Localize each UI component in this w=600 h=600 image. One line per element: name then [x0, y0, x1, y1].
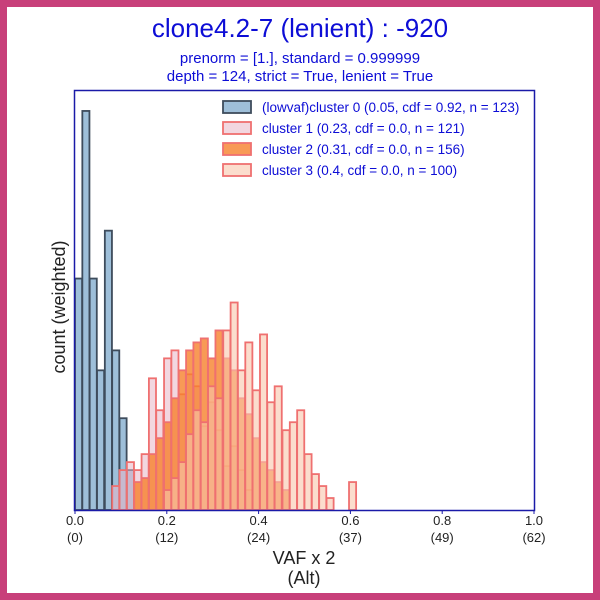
bar-series3-bin5 — [199, 421, 209, 511]
x-tick-label-2: 0.4 — [250, 513, 268, 528]
bar-series0-bin3 — [96, 369, 106, 511]
bar-series2-bin3 — [155, 437, 165, 511]
bar-series2-bin1 — [140, 477, 150, 511]
legend: (lowvaf)cluster 0 (0.05, cdf = 0.92, n =… — [222, 100, 519, 178]
bar-series3-bin21 — [318, 485, 328, 511]
chart-subtitle-line1: prenorm = [1.], standard = 0.999999 — [179, 50, 421, 67]
bar-series3-bin7 — [214, 397, 224, 511]
bar-series2-bin0 — [133, 481, 143, 511]
y-axis-title: count (weighted) — [49, 240, 69, 373]
legend-label-2: cluster 2 (0.31, cdf = 0.0, n = 156) — [262, 142, 465, 157]
x-tick-alt-label-4: (49) — [431, 530, 454, 545]
bar-series3-bin12 — [251, 389, 261, 511]
bar-series1-bin1 — [118, 469, 128, 511]
x-tick-label-0: 0.0 — [66, 513, 84, 528]
bar-series3-bin20 — [310, 473, 320, 511]
histogram-chart: 0.0 (0) 0.2 (12) 0.4 (24) 0.6 (37) 0.8 (49) 1.0 (62… — [49, 89, 546, 588]
bar-series3-bin13 — [259, 333, 268, 511]
legend-label-3: cluster 3 (0.4, cdf = 0.0, n = 100) — [262, 163, 457, 178]
bar-series2-bin2 — [147, 453, 157, 511]
x-tick-alt-label-0: (0) — [67, 530, 83, 545]
bar-series3-bin9 — [229, 301, 239, 511]
bar-series3-bin18 — [296, 409, 306, 511]
bar-series0-bin2 — [88, 277, 98, 511]
bar-series3-bin11 — [244, 341, 254, 511]
x-tick-label-4: 0.8 — [433, 513, 451, 528]
legend-swatch-0 — [222, 100, 252, 114]
bar-series3-bin23 — [348, 481, 358, 511]
bar-series0-bin1 — [81, 110, 91, 511]
bar-series3-bin3 — [185, 433, 195, 511]
x-tick-alt-label-5: (62) — [522, 530, 545, 545]
chart-subtitle-line2: depth = 124, strict = True, lenient = Tr… — [166, 68, 434, 85]
bar-series3-bin1 — [170, 477, 180, 511]
plot-area-border — [73, 89, 536, 512]
bar-series0-bin4 — [103, 229, 113, 511]
bar-series3-bin2 — [177, 461, 187, 511]
legend-swatch-1 — [222, 121, 252, 135]
legend-swatch-3 — [222, 163, 252, 177]
bar-series3-bin15 — [273, 385, 283, 511]
legend-label-1: cluster 1 (0.23, cdf = 0.0, n = 121) — [262, 121, 465, 136]
legend-label-0: (lowvaf)cluster 0 (0.05, cdf = 0.92, n =… — [262, 100, 519, 115]
x-tick-alt-label-1: (12) — [155, 530, 178, 545]
bar-series3-bin6 — [207, 385, 217, 511]
bar-series3-bin0 — [163, 489, 173, 511]
x-tick-alt-label-3: (37) — [339, 530, 362, 545]
chart-title: clone4.2-7 (lenient) : -920 — [151, 13, 449, 43]
x-tick-label-3: 0.6 — [341, 513, 359, 528]
x-axis-ticks: 0.0 (0) 0.2 (12) 0.4 (24) 0.6 (37) 0.8 (49) 1.0 (62… — [66, 510, 546, 545]
bar-series3-bin16 — [281, 429, 291, 511]
x-tick-alt-label-2: (24) — [247, 530, 270, 545]
bar-series3-bin8 — [222, 329, 232, 511]
bar-series3-bin22 — [325, 497, 335, 511]
bar-series1-bin2 — [125, 461, 135, 511]
x-tick-label-5: 1.0 — [525, 513, 543, 528]
bar-series1-bin0 — [111, 485, 121, 511]
bar-series3-bin17 — [288, 421, 298, 511]
legend-swatch-2 — [222, 142, 252, 156]
x-axis-title-line2: (Alt) — [288, 568, 321, 588]
bar-series3-bin10 — [237, 369, 246, 511]
bar-series3-bin19 — [303, 453, 313, 511]
x-axis-title-line1: VAF x 2 — [273, 548, 336, 568]
bar-series3-bin14 — [266, 401, 276, 511]
bar-series0-bin0 — [74, 277, 83, 511]
bar-series3-bin4 — [192, 409, 202, 511]
x-tick-label-1: 0.2 — [158, 513, 176, 528]
